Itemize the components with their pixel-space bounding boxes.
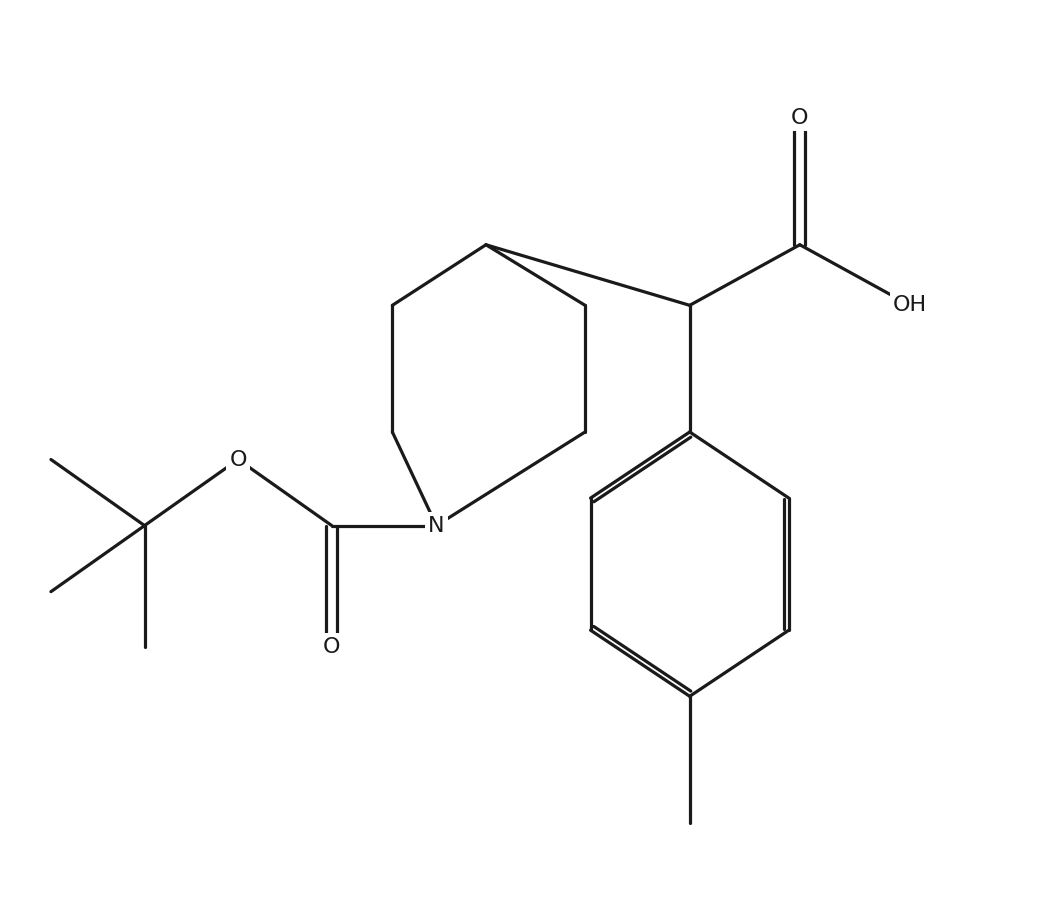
Text: O: O xyxy=(323,637,340,656)
Text: O: O xyxy=(791,108,809,128)
Text: N: N xyxy=(428,516,444,536)
Text: OH: OH xyxy=(893,295,927,315)
Text: O: O xyxy=(229,449,247,469)
